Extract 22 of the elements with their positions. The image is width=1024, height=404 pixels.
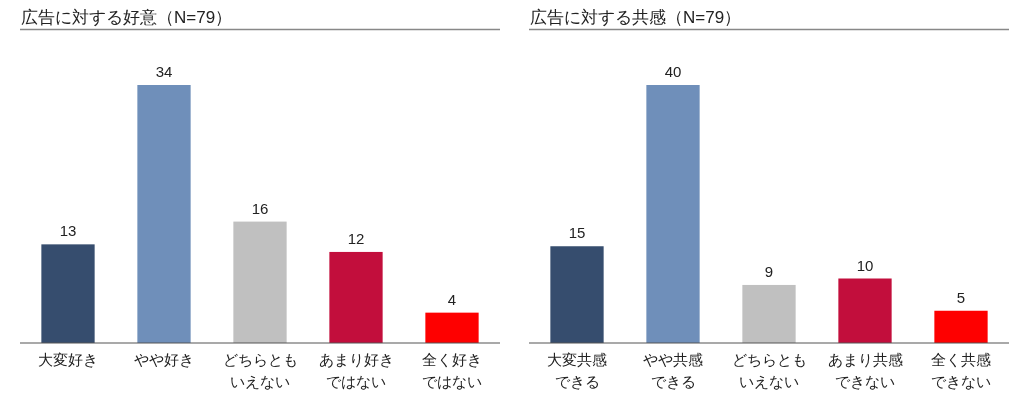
category-label: あまり好きではない (318, 351, 394, 390)
category-label: どちらともいえない (222, 351, 298, 390)
category-label: 大変共感できる (547, 351, 607, 390)
data-label: 12 (347, 229, 365, 247)
data-label: 9 (764, 262, 774, 280)
category-label: やや好き (134, 351, 194, 368)
title: 広告に対する共感（N=79） (530, 8, 742, 27)
data-label: 34 (155, 63, 173, 80)
title: 広告に対する好意（N=79） (21, 8, 233, 27)
category-label: 大変好き (38, 351, 98, 368)
category-label: あまり共感できない (827, 351, 903, 390)
data-label: 10 (856, 256, 874, 274)
data-label: 4 (447, 290, 457, 308)
category-label: 全く共感できない (931, 351, 991, 390)
category-label: 全く好きではない (422, 351, 482, 390)
data-label: 13 (59, 222, 77, 240)
category-label: どちらともいえない (731, 351, 807, 390)
data-label: 16 (251, 199, 269, 217)
data-label: 5 (956, 288, 966, 306)
data-label: 40 (664, 63, 682, 80)
data-label: 15 (568, 224, 586, 242)
category-label: やや共感できる (643, 351, 703, 390)
